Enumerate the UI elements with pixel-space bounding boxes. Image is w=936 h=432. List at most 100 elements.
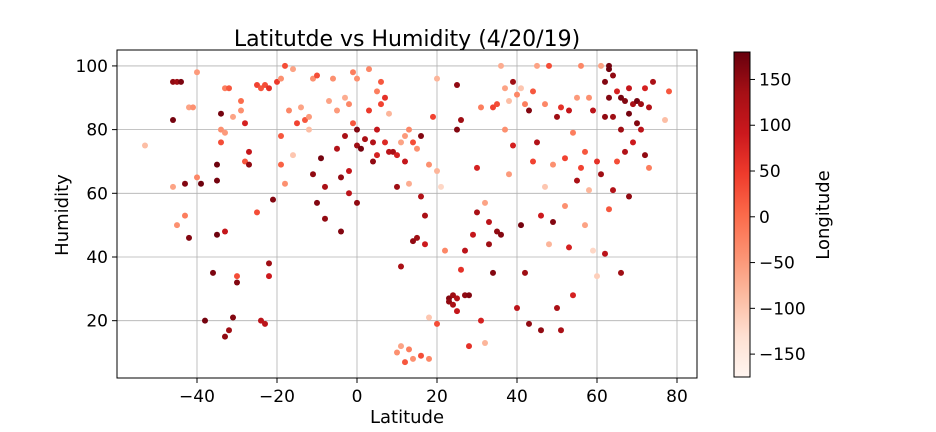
scatter-point [602, 113, 608, 120]
scatter-point [438, 183, 444, 190]
scatter-point [254, 82, 260, 89]
y-tick-label: 60 [86, 184, 108, 204]
scatter-point [422, 241, 428, 248]
scatter-point [222, 129, 228, 136]
scatter-point [418, 132, 424, 139]
colorbar-label: Longitude [813, 170, 834, 260]
x-tick-label: 0 [352, 387, 363, 407]
scatter-point [342, 94, 348, 101]
scatter-point [230, 113, 236, 120]
scatter-point [542, 101, 548, 108]
scatter-point [550, 218, 556, 225]
scatter-point [598, 62, 604, 69]
scatter-point [594, 158, 600, 165]
scatter-point [398, 139, 404, 146]
scatter-point [290, 66, 296, 73]
scatter-point [354, 142, 360, 149]
scatter-point [642, 152, 648, 159]
scatter-point [522, 269, 528, 276]
scatter-point [622, 97, 628, 104]
colorbar-tick-label: −150 [759, 345, 806, 365]
scatter-point [374, 126, 380, 133]
scatter-point [354, 75, 360, 82]
scatter-point [514, 91, 520, 98]
x-tick-label: −40 [179, 387, 215, 407]
scatter-point [370, 158, 376, 165]
scatter-point [610, 187, 616, 194]
scatter-point [218, 139, 224, 146]
scatter-point [302, 117, 308, 124]
scatter-point [566, 244, 572, 251]
scatter-point [242, 158, 248, 165]
scatter-point [346, 168, 352, 175]
scatter-point [466, 292, 472, 299]
scatter-point [466, 343, 472, 350]
scatter-point [430, 113, 436, 120]
scatter-point [454, 126, 460, 133]
scatter-point [290, 152, 296, 159]
scatter-point [334, 107, 340, 114]
scatter-point [182, 180, 188, 187]
scatter-point [330, 75, 336, 82]
scatter-point [490, 269, 496, 276]
colorbar-tick-label: −50 [759, 254, 795, 274]
scatter-point [494, 101, 500, 108]
scatter-point [638, 101, 644, 108]
scatter-point [346, 190, 352, 197]
scatter-point [514, 304, 520, 311]
scatter-point [610, 72, 616, 79]
scatter-point [398, 263, 404, 270]
scatter-point [278, 132, 284, 139]
scatter-point [582, 222, 588, 229]
scatter-point [178, 78, 184, 85]
scatter-point [606, 94, 612, 101]
scatter-point [354, 199, 360, 206]
scatter-point [402, 359, 408, 366]
scatter-point [378, 101, 384, 108]
scatter-point [590, 247, 596, 254]
scatter-point [546, 62, 552, 69]
scatter-point [258, 85, 264, 92]
colorbar-tick-label: −100 [759, 299, 806, 319]
colorbar-tick-label: 0 [759, 208, 770, 228]
scatter-point [506, 97, 512, 104]
scatter-point [214, 231, 220, 238]
scatter-point [334, 145, 340, 152]
scatter-point [630, 139, 636, 146]
scatter-point [294, 120, 300, 127]
plot-area-frame [116, 49, 698, 379]
scatter-point [534, 62, 540, 69]
scatter-point [486, 218, 492, 225]
scatter-point [386, 110, 392, 117]
scatter-point [606, 206, 612, 213]
scatter-point [298, 104, 304, 111]
scatter-point [522, 101, 528, 108]
scatter-point [310, 75, 316, 82]
scatter-point [230, 314, 236, 321]
scatter-point [282, 180, 288, 187]
scatter-point [458, 266, 464, 273]
scatter-point [434, 168, 440, 175]
colorbar [733, 51, 751, 378]
scatter-point [646, 164, 652, 171]
scatter-point [342, 132, 348, 139]
scatter-point [530, 88, 536, 95]
scatter-point [602, 250, 608, 257]
scatter-point [354, 126, 360, 133]
y-tick-label: 100 [76, 57, 108, 77]
scatter-point [274, 78, 280, 85]
scatter-point [598, 171, 604, 178]
scatter-point [366, 107, 372, 114]
scatter-point [630, 101, 636, 108]
scatter-point [318, 155, 324, 162]
scatter-point [470, 231, 476, 238]
x-axis-ticks: −40 −20 0 20 40 60 80 [179, 378, 688, 407]
scatter-point [494, 228, 500, 235]
chart-title: Latitutde vs Humidity (4/20/19) [234, 27, 580, 52]
scatter-point [378, 78, 384, 85]
scatter-point [570, 292, 576, 299]
scatter-point [474, 209, 480, 216]
scatter-point [314, 72, 320, 79]
scatter-point [638, 126, 644, 133]
scatter-point [442, 247, 448, 254]
